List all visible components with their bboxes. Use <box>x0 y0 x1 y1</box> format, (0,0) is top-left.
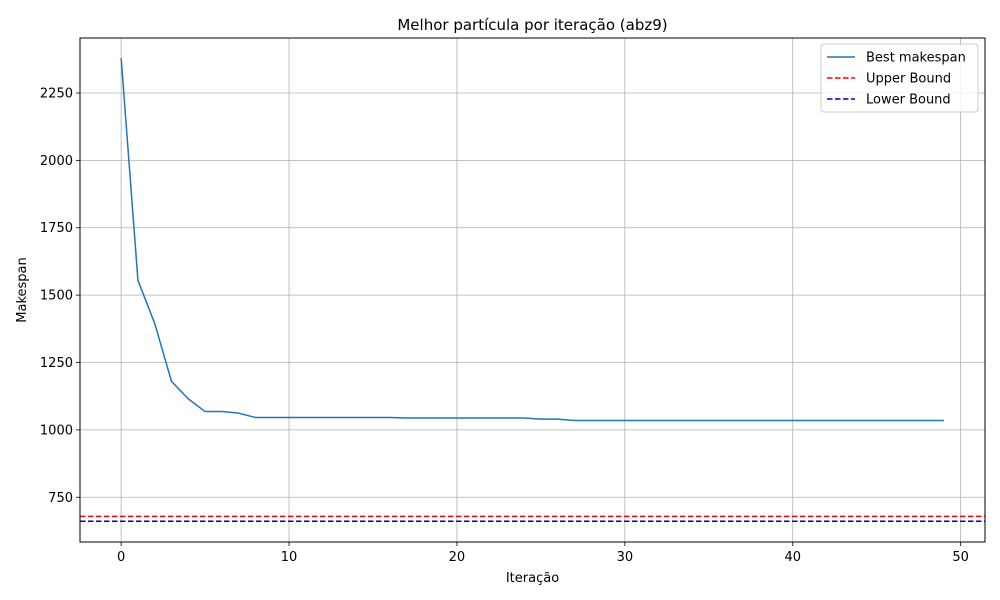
bound-lines <box>80 515 985 522</box>
y-axis-ticks: 750 1000 1250 1500 1750 2000 2250 <box>40 86 80 506</box>
y-tick-label: 2250 <box>40 86 73 101</box>
x-tick-label: 40 <box>784 550 801 565</box>
x-tick-label: 20 <box>449 550 466 565</box>
legend-label-best-makespan: Best makespan <box>866 51 966 66</box>
data-series <box>120 57 944 422</box>
y-tick-label: 750 <box>48 491 73 506</box>
x-tick-label: 0 <box>117 550 125 565</box>
y-axis-label: Makespan <box>15 257 30 322</box>
y-tick-label: 1500 <box>40 289 73 304</box>
legend-label-lower-bound: Lower Bound <box>866 93 951 108</box>
x-tick-label: 10 <box>281 550 298 565</box>
x-axis-label: Iteração <box>506 571 559 586</box>
y-tick-label: 2000 <box>40 154 73 169</box>
y-tick-label: 1250 <box>40 356 73 371</box>
y-tick-label: 1750 <box>40 221 73 236</box>
plot-frame <box>79 37 986 543</box>
x-tick-label: 50 <box>952 550 969 565</box>
x-tick-label: 30 <box>617 550 634 565</box>
chart-title: Melhor partícula por iteração (abz9) <box>397 16 667 34</box>
best-makespan-line <box>120 57 944 422</box>
x-axis-ticks: 0 10 20 30 40 50 <box>117 542 969 565</box>
legend: Best makespan Upper Bound Lower Bound <box>820 43 979 113</box>
grid <box>80 38 985 542</box>
legend-label-upper-bound: Upper Bound <box>866 72 951 87</box>
legend-box <box>820 43 979 113</box>
y-tick-label: 1000 <box>40 423 73 438</box>
